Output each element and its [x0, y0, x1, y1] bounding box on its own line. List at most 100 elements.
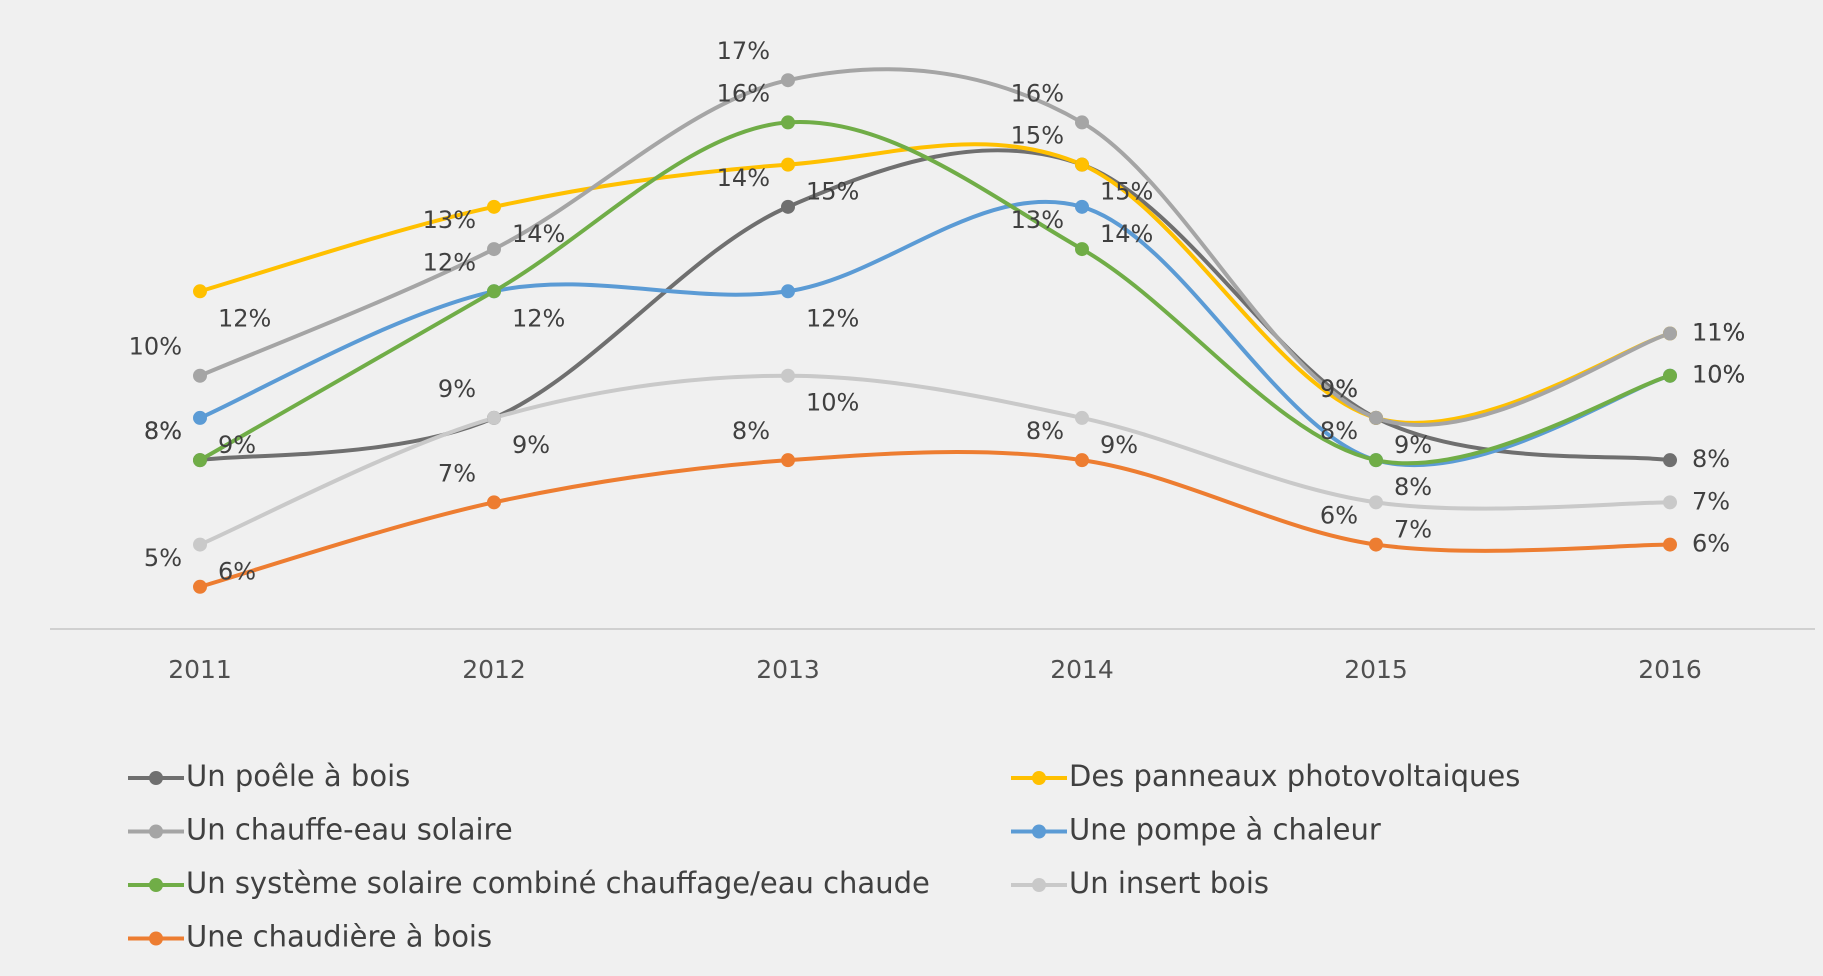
data-point: [1663, 368, 1677, 383]
data-point: [193, 410, 207, 425]
data-label-unit: %: [1409, 431, 1432, 459]
data-point: [781, 284, 795, 299]
data-label: 14%: [512, 220, 565, 248]
legend-marker: [149, 931, 163, 946]
legend-marker: [1032, 878, 1046, 892]
data-label-value: 6: [1692, 530, 1707, 558]
data-label-value: 10: [129, 333, 160, 361]
data-point: [781, 73, 795, 88]
data-label: 8%: [732, 417, 770, 445]
data-label-value: 8: [144, 417, 159, 445]
data-label: 17%: [717, 37, 770, 65]
data-label-value: 8: [1320, 417, 1335, 445]
data-label-value: 15: [1100, 178, 1131, 206]
data-label-value: 8: [732, 417, 747, 445]
data-label-value: 13: [1011, 206, 1042, 234]
data-label-unit: %: [1707, 445, 1730, 473]
data-label-unit: %: [1335, 502, 1358, 530]
series-line: [199, 120, 1671, 466]
data-label-unit: %: [747, 417, 770, 445]
x-tick-label: 2014: [1050, 655, 1114, 684]
data-label-unit: %: [1041, 206, 1064, 234]
data-point: [1075, 242, 1089, 257]
data-label-value: 15: [1011, 122, 1042, 150]
data-label: 9%: [512, 431, 550, 459]
data-label-unit: %: [1335, 375, 1358, 403]
data-point: [1369, 453, 1383, 468]
data-point: [1075, 199, 1089, 214]
data-label-value: 12: [806, 304, 837, 332]
legend-marker: [149, 771, 163, 785]
data-point: [1075, 157, 1089, 172]
data-label-value: 7: [438, 459, 453, 487]
data-point: [781, 115, 795, 130]
data-point: [487, 199, 501, 214]
data-point: [781, 453, 795, 468]
data-label-value: 6: [1320, 502, 1335, 530]
data-point: [1663, 326, 1677, 341]
data-label-value: 9: [218, 431, 233, 459]
data-label-unit: %: [543, 220, 566, 248]
data-label-unit: %: [1335, 417, 1358, 445]
data-label-unit: %: [747, 164, 770, 192]
data-label-unit: %: [1409, 515, 1432, 543]
legend-marker: [149, 878, 163, 892]
data-label: 9%: [1320, 375, 1358, 403]
data-label: 13%: [423, 206, 476, 234]
data-label: 9%: [1100, 431, 1138, 459]
data-label-unit: %: [837, 304, 860, 332]
data-label-value: 9: [1320, 375, 1335, 403]
data-label-value: 8: [1394, 473, 1409, 501]
data-label-value: 13: [423, 206, 454, 234]
data-label-value: 9: [512, 431, 527, 459]
data-label-unit: %: [233, 431, 256, 459]
data-label-unit: %: [747, 79, 770, 107]
data-point: [781, 157, 795, 172]
data-point: [487, 495, 501, 510]
data-label-value: 10: [1692, 361, 1723, 389]
data-point: [1075, 410, 1089, 425]
data-label-value: 16: [717, 79, 748, 107]
data-label-value: 11: [1692, 319, 1723, 347]
data-label-unit: %: [1723, 319, 1746, 347]
data-label-value: 16: [1011, 79, 1042, 107]
data-label-value: 17: [717, 37, 748, 65]
x-tick-label: 2015: [1344, 655, 1408, 684]
legend-label: Un poêle à bois: [186, 759, 410, 793]
data-label: 10%: [1692, 361, 1745, 389]
data-label: 8%: [1394, 473, 1432, 501]
data-label-unit: %: [1723, 361, 1746, 389]
data-label-value: 9: [438, 375, 453, 403]
series-line: [199, 450, 1671, 589]
data-label: 6%: [218, 558, 256, 586]
data-label: 5%: [144, 544, 182, 572]
data-label-value: 6: [218, 558, 233, 586]
data-label-unit: %: [1723, 361, 1746, 389]
data-label-value: 9: [1100, 431, 1115, 459]
data-label-unit: %: [1723, 319, 1746, 347]
data-label-unit: %: [453, 375, 476, 403]
data-point: [1369, 495, 1383, 510]
data-label: 7%: [438, 459, 476, 487]
data-label-unit: %: [1707, 487, 1730, 515]
data-label: 9%: [438, 375, 476, 403]
data-label: 10%: [129, 333, 182, 361]
series-line: [199, 373, 1671, 547]
data-label-value: 15: [806, 178, 837, 206]
data-label: 7%: [1692, 487, 1730, 515]
data-label-unit: %: [1131, 178, 1154, 206]
data-label-unit: %: [249, 304, 272, 332]
data-label-unit: %: [1409, 473, 1432, 501]
data-label-unit: %: [527, 431, 550, 459]
legend-label: Une pompe à chaleur: [1069, 813, 1381, 847]
data-label: 9%: [1320, 375, 1358, 403]
data-point: [1075, 453, 1089, 468]
data-point: [193, 368, 207, 383]
data-point: [781, 199, 795, 214]
data-label-value: 5: [144, 544, 159, 572]
data-label: 15%: [806, 178, 859, 206]
series-line: [199, 67, 1671, 427]
data-label: 8%: [144, 417, 182, 445]
x-tick-label: 2013: [756, 655, 820, 684]
